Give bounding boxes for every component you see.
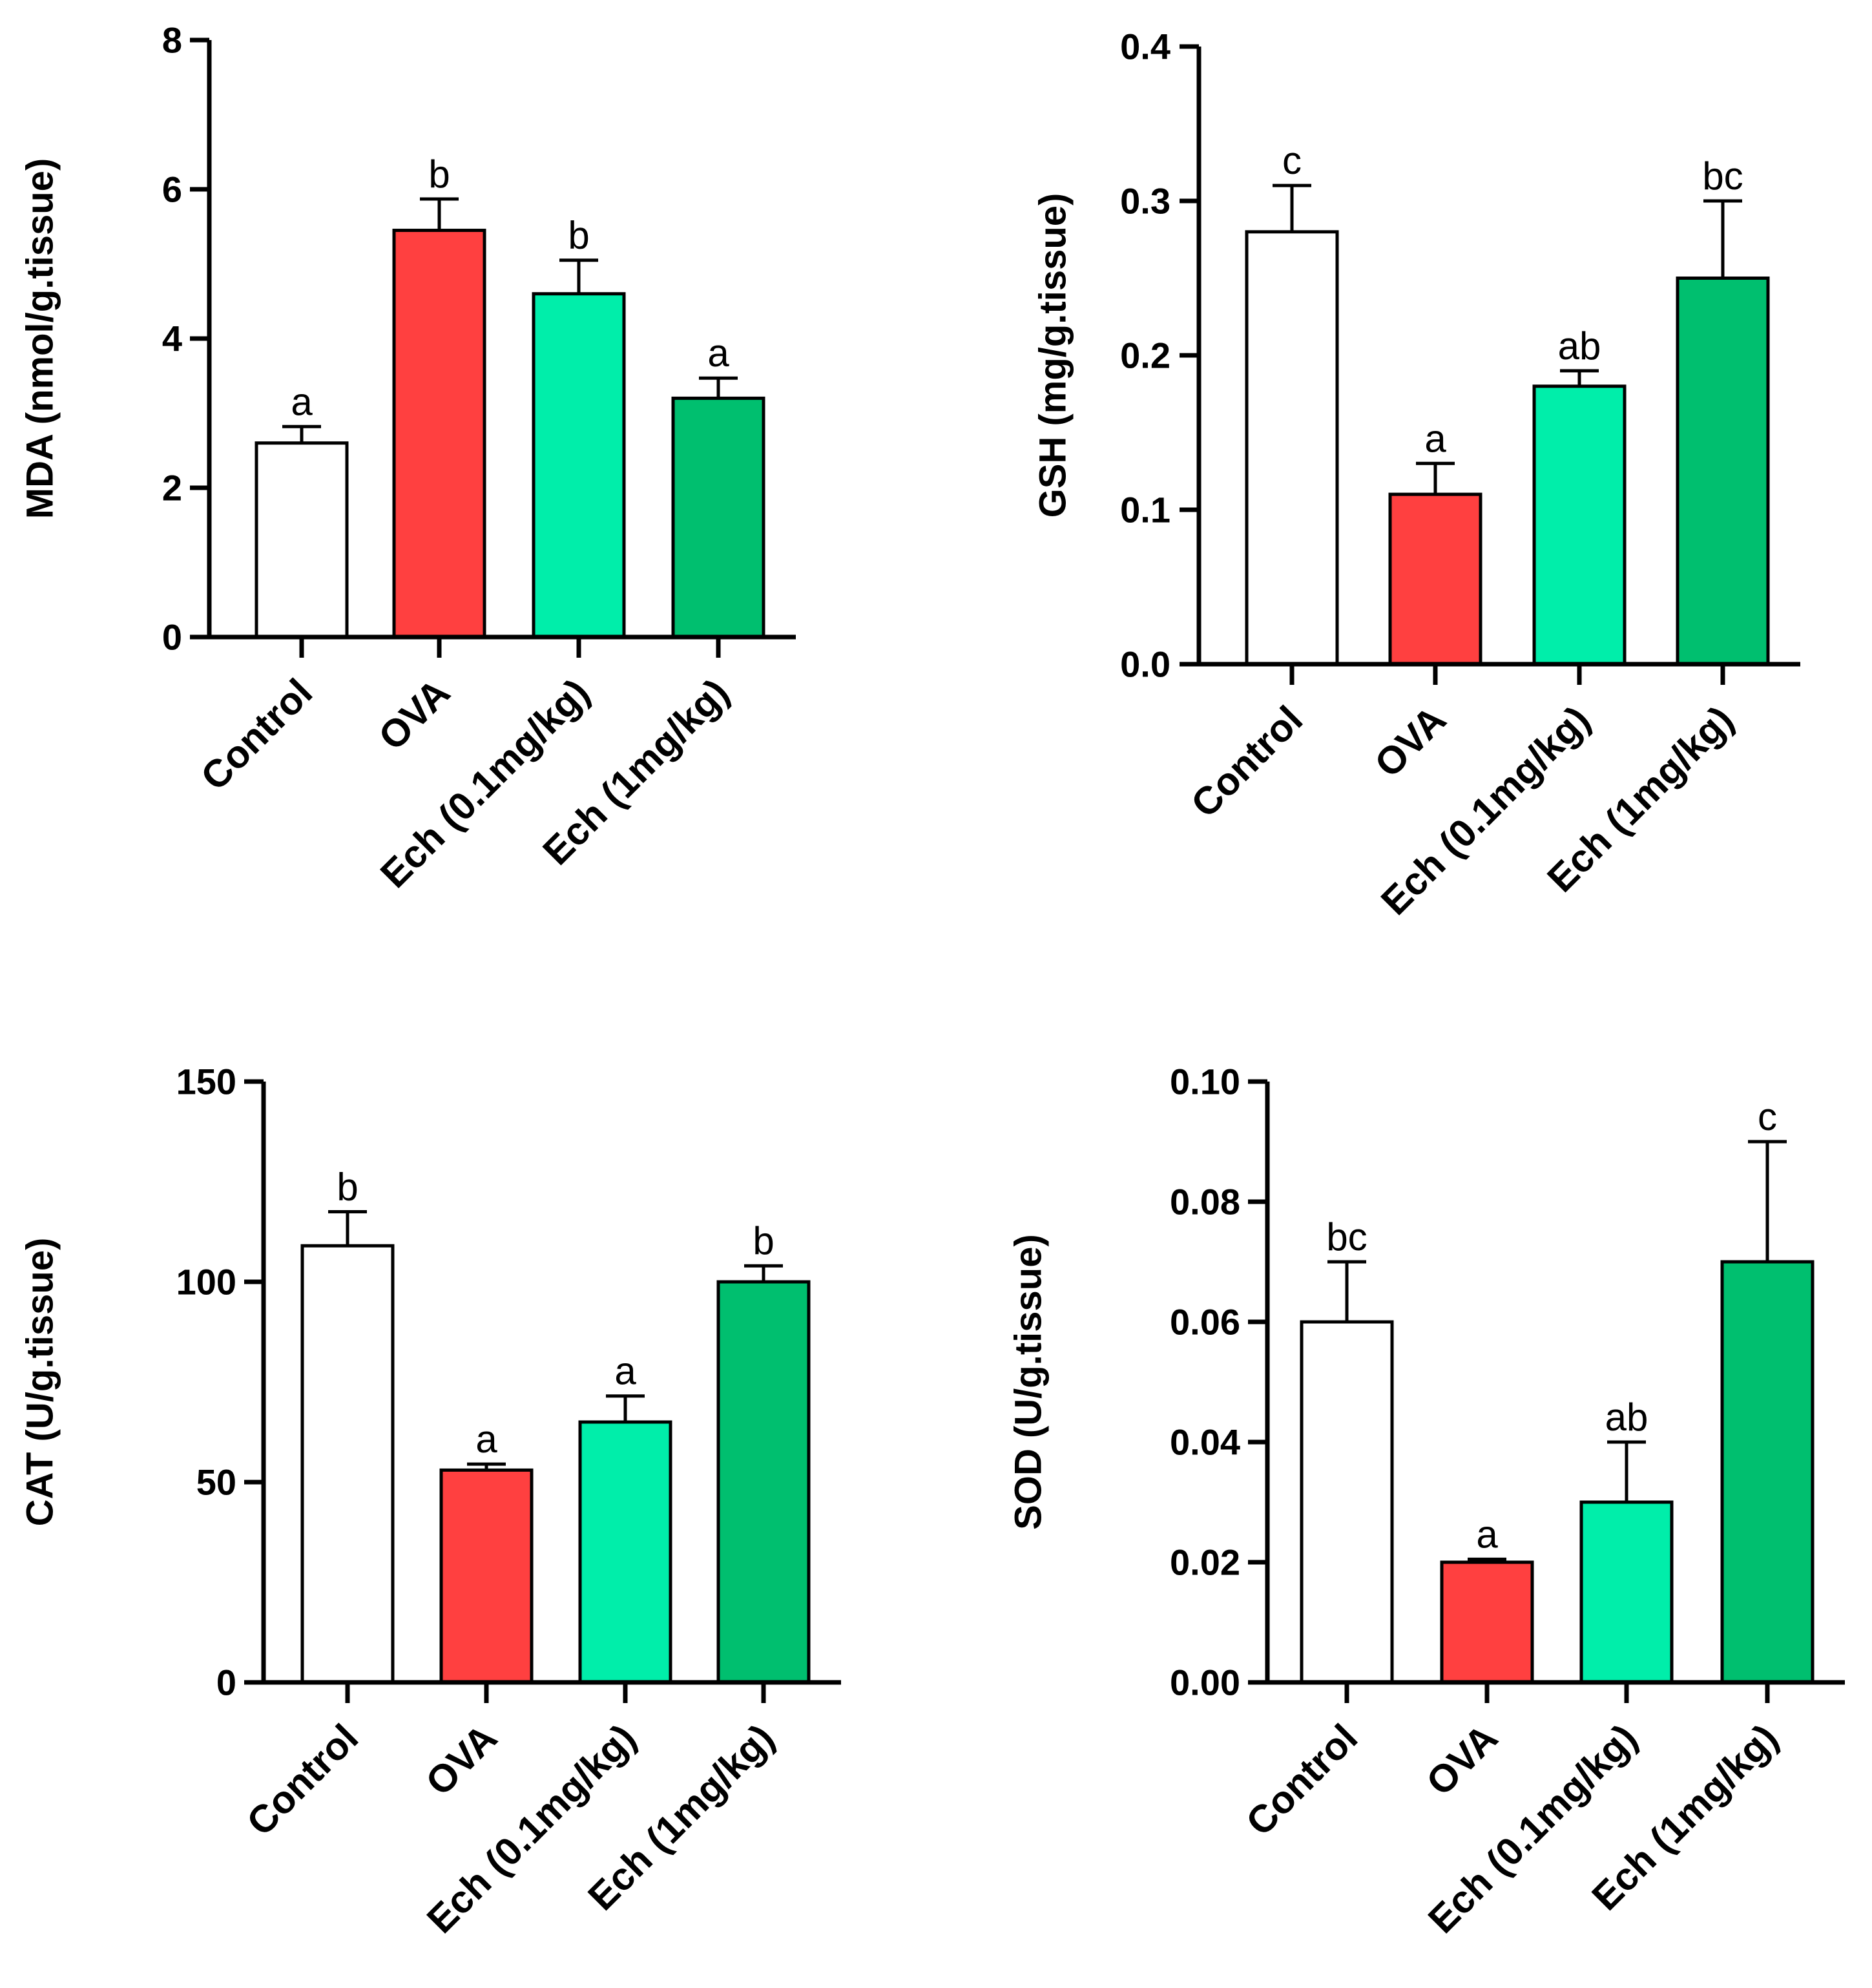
y-axis-label: SOD (U/g.tissue): [1007, 1234, 1049, 1530]
significance-label: c: [1758, 1095, 1777, 1138]
x-tick-label: Control: [192, 671, 320, 799]
chart-panel-1: MDA (nmol/g.tissue)02468aControlbOVAbEch…: [19, 20, 796, 896]
y-tick-label: 2: [162, 468, 182, 508]
chart-panel-3: CAT (U/g.tissue)050100150bControlaOVAaEc…: [19, 1062, 841, 1941]
significance-label: b: [568, 214, 589, 257]
y-tick-label: 0.0: [1120, 644, 1170, 685]
bar: [1388, 492, 1482, 666]
bar: [1300, 1320, 1394, 1684]
significance-label: a: [614, 1350, 636, 1393]
significance-label: c: [1282, 139, 1302, 182]
x-tick-label: OVA: [370, 671, 458, 759]
bar: [1245, 230, 1339, 666]
y-axis-label: MDA (nmol/g.tissue): [19, 158, 61, 519]
y-tick-label: 0: [162, 617, 182, 658]
y-axis-label: GSH (mg/g.tissue): [1032, 193, 1074, 518]
bar: [1579, 1500, 1674, 1684]
bar: [716, 1280, 811, 1684]
bar: [1676, 277, 1770, 666]
y-tick-label: 0.02: [1170, 1542, 1240, 1583]
significance-label: ab: [1605, 1396, 1648, 1439]
bar: [300, 1244, 395, 1684]
y-tick-label: 4: [162, 319, 182, 359]
significance-label: b: [428, 152, 450, 196]
significance-label: b: [753, 1219, 774, 1262]
chart-panel-2: GSH (mg/g.tissue) 0.0 0.1 0.2 0.3 0.4 c Control…: [1032, 26, 1800, 923]
bar: [578, 1420, 672, 1684]
y-tick-label: 0.2: [1120, 335, 1170, 376]
bar: [439, 1468, 534, 1684]
y-tick-label: 100: [176, 1262, 236, 1303]
significance-label: a: [1476, 1512, 1498, 1556]
significance-label: bc: [1702, 154, 1743, 198]
y-tick-label: 0.4: [1120, 26, 1170, 67]
significance-label: a: [291, 380, 313, 423]
x-tick-label: OVA: [1418, 1716, 1506, 1804]
y-tick-label: 0.1: [1120, 490, 1170, 530]
x-tick-label: Control: [238, 1716, 366, 1844]
bar: [671, 396, 765, 639]
y-tick-label: 8: [162, 20, 182, 61]
bar: [1440, 1560, 1534, 1684]
x-tick-label: OVA: [1366, 698, 1454, 786]
bar: [255, 441, 349, 639]
y-tick-label: 0: [216, 1662, 236, 1703]
y-tick-label: 0.08: [1170, 1182, 1240, 1222]
y-tick-label: 0.10: [1170, 1062, 1240, 1102]
y-tick-label: 6: [162, 169, 182, 210]
significance-label: bc: [1326, 1215, 1367, 1259]
chart-panel-4: SOD (U/g.tissue) 0.00 0.02 0.04 0.06 0.08 0.10…: [1007, 1062, 1845, 1941]
y-axis-label: CAT (U/g.tissue): [19, 1238, 61, 1527]
significance-label: a: [475, 1418, 497, 1461]
significance-label: a: [707, 331, 729, 375]
x-tick-label: Control: [1183, 698, 1311, 826]
significance-label: b: [337, 1166, 358, 1209]
y-tick-label: 0.06: [1170, 1302, 1240, 1343]
bar: [1720, 1260, 1815, 1684]
x-tick-label: Control: [1238, 1716, 1366, 1844]
y-tick-label: 0.3: [1120, 181, 1170, 222]
y-tick-label: 0.04: [1170, 1422, 1240, 1463]
bar: [392, 229, 486, 639]
bar: [1532, 384, 1627, 666]
significance-label: ab: [1558, 324, 1601, 368]
significance-label: a: [1424, 417, 1446, 460]
y-tick-label: 50: [196, 1462, 236, 1503]
y-tick-label: 150: [176, 1062, 236, 1102]
bar: [532, 292, 626, 639]
y-tick-label: 0.00: [1170, 1662, 1240, 1703]
x-tick-label: OVA: [417, 1716, 505, 1804]
